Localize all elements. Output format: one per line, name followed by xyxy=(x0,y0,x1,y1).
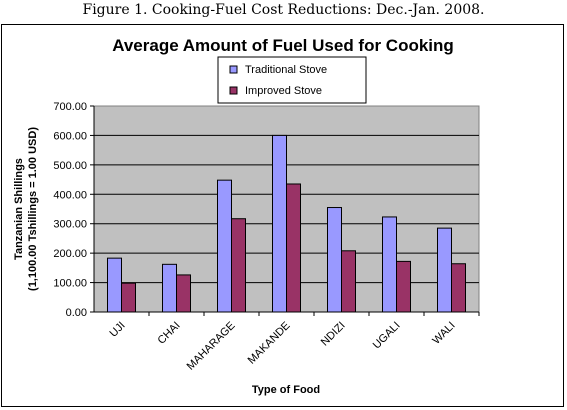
x-tick-label: NDIZI xyxy=(319,320,348,349)
legend-box xyxy=(217,56,367,104)
bar-improved-wali xyxy=(451,263,466,313)
chart-title: Average Amount of Fuel Used for Cooking xyxy=(112,36,454,55)
y-tick-label: 0.00 xyxy=(66,307,87,319)
bars xyxy=(107,134,466,313)
y-axis: 0.00 100.00 200.00 300.00 400.00 500.00 600.00… xyxy=(53,101,95,319)
bar-improved-makande xyxy=(286,183,301,313)
figure-caption: Figure 1. Cooking-Fuel Cost Reductions: … xyxy=(82,2,485,18)
bar-traditional-uji xyxy=(107,257,122,313)
y-tick-label: 500.00 xyxy=(53,160,87,172)
y-tick-label: 700.00 xyxy=(53,101,87,113)
x-tick-label: UGALI xyxy=(371,320,403,352)
bar-improved-ndizi xyxy=(341,250,356,313)
bar-traditional-ndizi xyxy=(327,207,342,313)
x-axis: UJI CHAI MAHARAGE MAKANDE NDIZI UGALI WALI xyxy=(94,311,480,373)
legend-label-improved: Improved Stove xyxy=(245,85,322,97)
y-axis-label-line1: Tanzanian Shillings xyxy=(13,158,25,260)
bar-improved-ugali xyxy=(396,260,411,313)
legend-swatch-traditional xyxy=(229,65,238,74)
y-tick-label: 600.00 xyxy=(53,130,87,142)
y-tick-label: 200.00 xyxy=(53,248,87,260)
y-axis-label-line2: (1,100.00 Tshillings = 1.00 USD) xyxy=(27,127,39,291)
bar-traditional-ugali xyxy=(382,216,397,313)
bar-improved-uji xyxy=(121,282,136,313)
y-tick-label: 400.00 xyxy=(53,189,87,201)
chart-frame: Average Amount of Fuel Used for Cooking … xyxy=(1,24,564,407)
y-tick-label: 100.00 xyxy=(53,278,87,290)
bar-chart: Average Amount of Fuel Used for Cooking … xyxy=(13,36,480,396)
bar-improved-chai xyxy=(176,274,191,313)
y-tick-label: 300.00 xyxy=(53,219,87,231)
bar-traditional-chai xyxy=(162,263,177,313)
x-tick-label: UJI xyxy=(107,320,127,340)
x-tick-label: WALI xyxy=(430,320,457,347)
legend-swatch-improved xyxy=(229,86,238,95)
bar-traditional-wali xyxy=(437,227,452,313)
bar-traditional-maharage xyxy=(217,179,232,313)
bar-traditional-makande xyxy=(272,134,287,313)
x-tick-label: CHAI xyxy=(156,320,183,347)
bar-improved-maharage xyxy=(231,218,246,313)
x-tick-label: MAHARAGE xyxy=(185,320,238,373)
x-axis-label: Type of Food xyxy=(252,384,320,396)
legend-label-traditional: Traditional Stove xyxy=(245,64,327,76)
legend: Traditional Stove Improved Stove xyxy=(217,56,367,104)
x-tick-label: MAKANDE xyxy=(246,320,293,367)
